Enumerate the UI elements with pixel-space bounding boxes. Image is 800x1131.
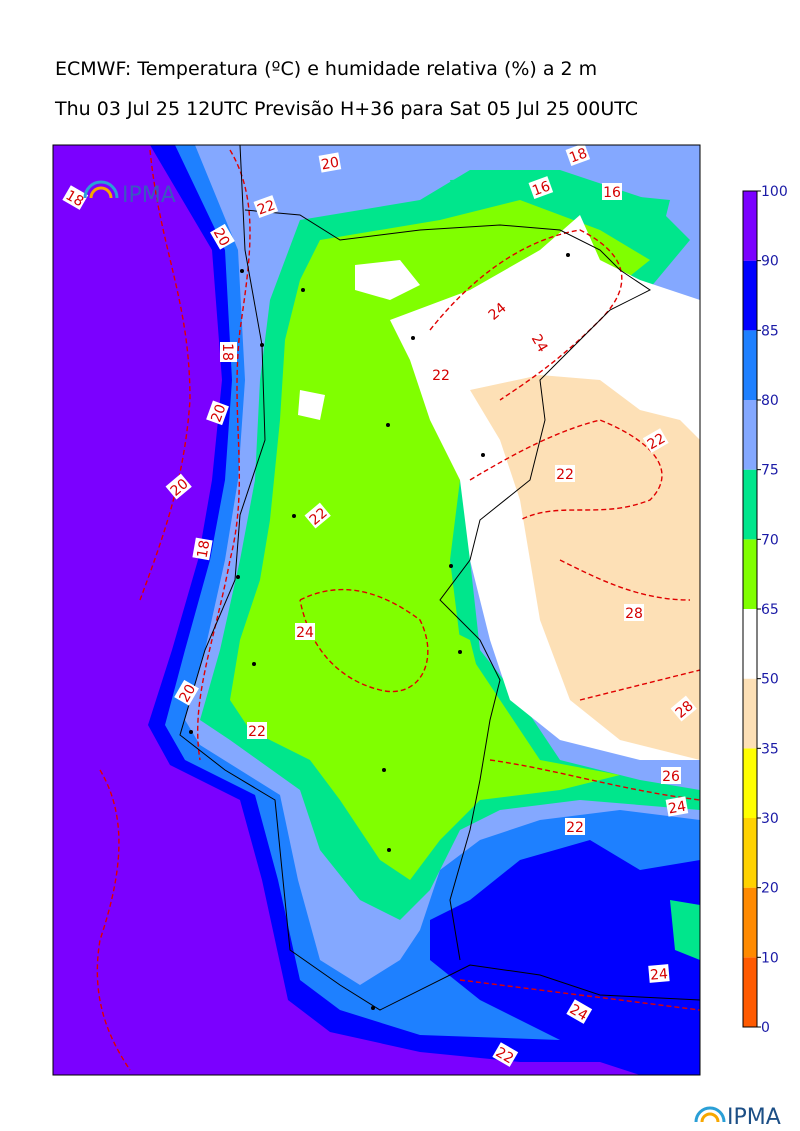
- colorbar-band: [743, 748, 757, 818]
- contour-label-bg: [555, 465, 575, 482]
- footer-logo-text: IPMA: [727, 1105, 781, 1130]
- colorbar-tick-label: 30: [761, 811, 779, 827]
- colorbar-tick-label: 80: [761, 393, 779, 409]
- colorbar-band: [743, 469, 757, 540]
- colorbar-band: [743, 260, 757, 331]
- contour-label-bg: [483, 297, 510, 324]
- colorbar-tick-label: 85: [761, 323, 779, 339]
- contour-label: 24: [296, 625, 314, 641]
- colorbar-band: [743, 191, 757, 261]
- contour-label: 22: [645, 430, 668, 453]
- colorbar-band: [743, 957, 757, 1027]
- colorbar-band: [743, 818, 757, 888]
- contour-label-bg: [565, 145, 591, 166]
- contour-label: 18: [567, 145, 589, 166]
- contour-label: 22: [556, 467, 574, 483]
- contour-label: 28: [625, 606, 643, 622]
- contour-label-bg: [174, 679, 199, 706]
- contour-label-bg: [318, 152, 342, 173]
- contour-label: 24: [667, 799, 687, 818]
- contour-label-bg: [602, 183, 622, 200]
- colorbar-tick-label: 0: [761, 1020, 770, 1036]
- colorbar-tick-label: 65: [761, 602, 779, 618]
- contour-label-bg: [492, 1042, 519, 1067]
- contour-label: 24: [528, 332, 551, 356]
- contour-label-bg: [206, 400, 229, 426]
- contour-label-bg: [648, 964, 670, 983]
- contour-label-bg: [192, 537, 213, 561]
- colorbar-band: [743, 539, 757, 609]
- contour-label-bg: [210, 223, 235, 250]
- contour-label: 18: [63, 187, 86, 210]
- contour-label-bg: [431, 366, 451, 383]
- colorbar-band: [743, 678, 757, 749]
- contour-label: 24: [567, 1001, 591, 1024]
- colorbar-band: [743, 887, 757, 958]
- colorbar-tick-label: 90: [761, 254, 779, 270]
- map-frame: [52, 144, 701, 1076]
- contour-label-bg: [62, 185, 89, 210]
- colorbar-band: [743, 330, 757, 400]
- contour-label-bg: [566, 999, 593, 1024]
- contour-label: 20: [176, 682, 199, 705]
- contour-label: 20: [320, 155, 340, 174]
- contour-label: 24: [650, 966, 669, 983]
- colorbar-tick-label: 100: [761, 184, 788, 200]
- contour-label-bg: [247, 722, 267, 739]
- colorbar-tick-label: 70: [761, 532, 779, 548]
- map-logo: IPMA: [83, 180, 176, 208]
- contour-label: 16: [603, 185, 621, 201]
- contour-label-bg: [528, 329, 553, 356]
- contour-label-bg: [670, 695, 697, 722]
- contour-label-bg: [295, 623, 315, 640]
- contour-label: 22: [493, 1044, 516, 1067]
- contour-label-bg: [565, 818, 585, 835]
- contour-label: 20: [208, 402, 229, 424]
- contour-label-bg: [528, 176, 554, 199]
- contour-label-bg: [165, 473, 192, 500]
- contour-label-bg: [304, 502, 331, 529]
- contour-label: 18: [195, 539, 214, 559]
- subtitle: Thu 03 Jul 25 12UTC Previsão H+36 para S…: [54, 98, 638, 120]
- colorbar-band: [743, 609, 757, 679]
- contour-label: 22: [432, 368, 450, 384]
- contour-label: 20: [210, 226, 233, 249]
- colorbar-tick-label: 50: [761, 672, 779, 688]
- colorbar-tick-label: 20: [761, 881, 779, 897]
- colorbar-tick-label: 75: [761, 463, 779, 479]
- contour-label-bg: [624, 604, 644, 621]
- contour-label: 22: [255, 197, 277, 218]
- contour-label: 26: [662, 769, 680, 785]
- contour-label-bg: [661, 767, 681, 784]
- footer-logo: IPMA: [694, 1105, 781, 1130]
- contour-label-bg: [253, 195, 279, 218]
- contour-label-bg: [642, 428, 669, 453]
- contour-label: 22: [566, 820, 584, 836]
- contour-label: 22: [248, 724, 266, 740]
- contour-label-bg: [665, 796, 689, 817]
- contour-label: 18: [219, 343, 235, 361]
- colorbar-band: [743, 400, 757, 470]
- colorbar-tick-label: 35: [761, 741, 779, 757]
- colorbar-tick-label: 10: [761, 950, 779, 966]
- contour-label: 16: [530, 178, 552, 199]
- title: ECMWF: Temperatura (ºC) e humidade relat…: [55, 58, 597, 80]
- map-logo-text: IPMA: [122, 183, 176, 208]
- contour-label-bg: [220, 342, 237, 362]
